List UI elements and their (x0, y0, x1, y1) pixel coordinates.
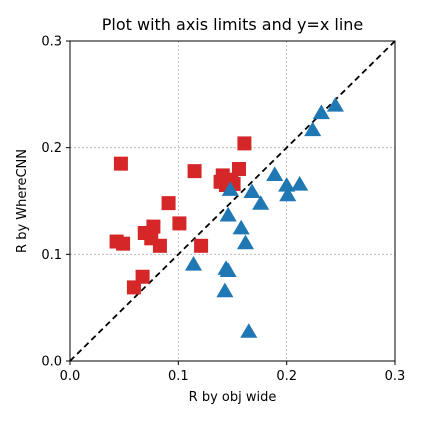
x-tick-label: 0.2 (276, 369, 297, 384)
triangle-point (216, 282, 234, 298)
plot-frame (69, 40, 396, 362)
triangle-point (232, 219, 250, 235)
square-point (161, 196, 176, 211)
triangle-point (252, 195, 270, 210)
square-point (232, 162, 246, 176)
grid-layer (69, 40, 396, 362)
y-axis-label: R by WhereCNN (15, 149, 30, 253)
y-tick-label: 0.1 (41, 248, 62, 263)
square-point (126, 280, 141, 295)
x-tick-label: 0.0 (60, 369, 81, 384)
x-tick-label: 0.3 (385, 369, 406, 384)
triangle-point (184, 256, 203, 271)
square-point (146, 219, 161, 234)
triangle-point (304, 121, 322, 137)
y-tick-label: 0.3 (41, 35, 62, 50)
y-tick-label: 0.0 (41, 355, 62, 370)
plot-layer (69, 40, 396, 362)
square-point (187, 164, 202, 179)
triangle-point (243, 183, 261, 199)
square-point (152, 238, 167, 253)
triangle-point (279, 186, 297, 202)
triangle-point (219, 206, 237, 222)
triangle-point (291, 176, 309, 191)
square-point (116, 236, 131, 251)
triangle-point (312, 104, 330, 120)
triangle-point (326, 97, 344, 112)
identity-line (69, 40, 396, 362)
square-point (237, 136, 252, 151)
triangle-point (236, 234, 255, 250)
square-point (113, 156, 128, 171)
triangle-point (266, 166, 284, 181)
triangle-point (221, 181, 239, 196)
tick-layer: 0.0 0.1 0.2 0.3 0.0 0.1 0.2 0.3 (41, 35, 405, 385)
square-point (172, 216, 187, 231)
triangle-point (278, 177, 296, 192)
square-point (135, 269, 150, 284)
y-tick-label: 0.2 (41, 141, 62, 156)
triangle-point (219, 262, 237, 277)
chart-title: Plot with axis limits and y=x line (102, 15, 364, 34)
x-axis-label: R by obj wide (189, 390, 277, 405)
triangle-point (240, 323, 258, 338)
x-tick-label: 0.1 (168, 369, 189, 384)
square-point (194, 238, 209, 253)
